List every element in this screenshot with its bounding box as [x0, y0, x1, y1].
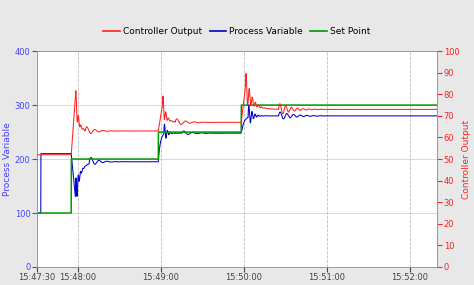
Legend: Controller Output, Process Variable, Set Point: Controller Output, Process Variable, Set…	[100, 23, 374, 40]
Y-axis label: Controller Output: Controller Output	[462, 119, 471, 199]
Y-axis label: Process Variable: Process Variable	[3, 122, 12, 196]
